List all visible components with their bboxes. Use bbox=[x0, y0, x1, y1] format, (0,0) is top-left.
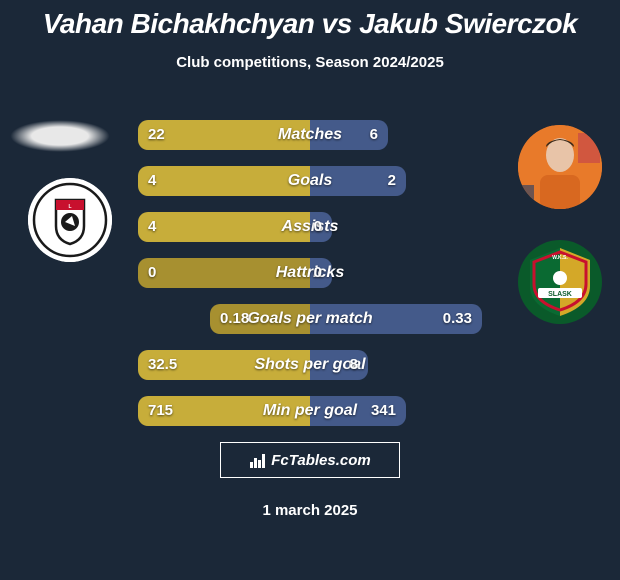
title-text: Vahan Bichakhchyan vs Jakub Swierczok bbox=[43, 8, 577, 39]
comparison-date: 1 march 2025 bbox=[0, 502, 620, 519]
stat-value-right: 341 bbox=[371, 396, 396, 426]
stat-row: Matches22 6 bbox=[0, 120, 620, 150]
comparison-title: Vahan Bichakhchyan vs Jakub Swierczok bbox=[0, 0, 620, 40]
stat-value-left: 0 bbox=[148, 258, 156, 288]
site-logo: FcTables.com bbox=[220, 442, 400, 478]
stat-value-left: 4 bbox=[148, 166, 156, 196]
stats-comparison-chart: Matches226Goals42Assists40Hattricks00Goa… bbox=[0, 120, 620, 442]
stat-value-right: 0 bbox=[314, 212, 322, 242]
stat-label: Matches bbox=[0, 120, 620, 150]
stat-label: Hattricks bbox=[0, 258, 620, 288]
stat-label: Goals per match bbox=[0, 304, 620, 334]
comparison-subtitle: Club competitions, Season 2024/2025 bbox=[0, 54, 620, 71]
stat-value-left: 715 bbox=[148, 396, 173, 426]
subtitle-text: Club competitions, Season 2024/2025 bbox=[176, 54, 444, 71]
stat-label: Assists bbox=[0, 212, 620, 242]
stat-label: Min per goal bbox=[0, 396, 620, 426]
stat-value-right: 6 bbox=[370, 120, 378, 150]
stat-value-right: 2 bbox=[388, 166, 396, 196]
stat-value-left: 0.18 bbox=[220, 304, 249, 334]
stat-row: Goals4 2 bbox=[0, 166, 620, 196]
stat-label: Shots per goal bbox=[0, 350, 620, 380]
stat-value-right: 0.33 bbox=[443, 304, 472, 334]
stat-value-left: 4 bbox=[148, 212, 156, 242]
stat-value-right: 0 bbox=[314, 258, 322, 288]
stat-row: Min per goal715 341 bbox=[0, 396, 620, 426]
stat-row: Goals per match0.18 0.33 bbox=[0, 304, 620, 334]
stat-value-left: 32.5 bbox=[148, 350, 177, 380]
chart-icon bbox=[249, 451, 267, 469]
stat-value-left: 22 bbox=[148, 120, 165, 150]
stat-row: Assists4 0 bbox=[0, 212, 620, 242]
date-text: 1 march 2025 bbox=[262, 502, 357, 519]
stat-row: Shots per goal32.5 8 bbox=[0, 350, 620, 380]
stat-row: Hattricks0 0 bbox=[0, 258, 620, 288]
stat-label: Goals bbox=[0, 166, 620, 196]
site-name: FcTables.com bbox=[271, 452, 370, 469]
stat-value-right: 8 bbox=[350, 350, 358, 380]
